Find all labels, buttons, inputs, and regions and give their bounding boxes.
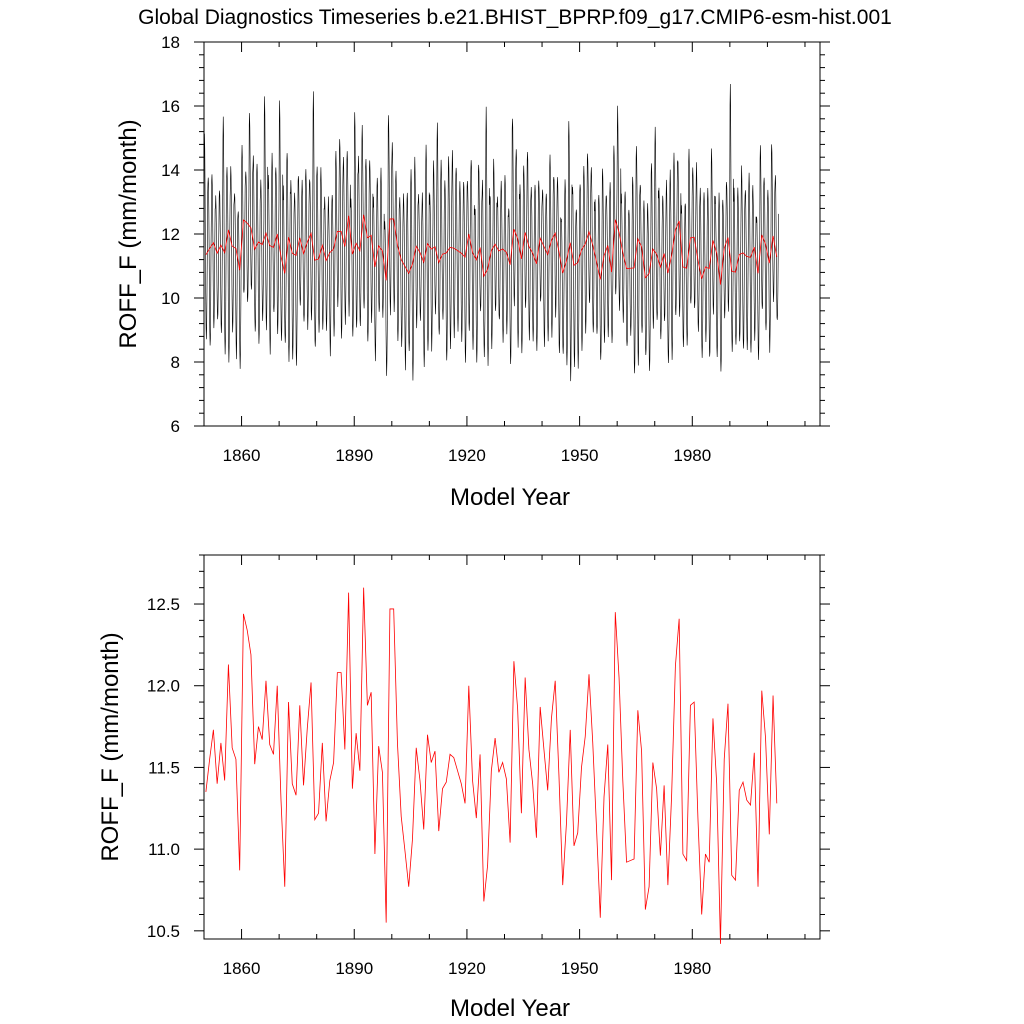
top-y-axis-label: ROFF_F (mm/month) [115, 119, 142, 348]
x-tick-label: 1890 [335, 959, 373, 978]
x-tick-label: 1950 [561, 959, 599, 978]
top-panel: 1860 1890 1920 1950 1980 6 8 10 12 14 16 18 Model Y… [115, 33, 830, 511]
x-tick-label: 1920 [448, 959, 486, 978]
top-axis-ticks: 1860 1890 1920 1950 1980 6 8 10 12 14 16 18 [161, 33, 830, 465]
y-tick-label: 16 [161, 97, 180, 116]
x-tick-label: 1980 [673, 959, 711, 978]
top-x-axis-label: Model Year [450, 484, 570, 511]
top-annual-series [205, 214, 778, 285]
y-tick-label: 10 [161, 289, 180, 308]
top-monthly-series [203, 84, 779, 382]
y-tick-label: 11.5 [148, 758, 180, 777]
x-tick-label: 1950 [561, 446, 599, 465]
y-tick-label: 6 [171, 417, 180, 436]
y-tick-label: 18 [161, 33, 180, 52]
x-tick-label: 1890 [335, 446, 373, 465]
x-tick-label: 1980 [673, 446, 711, 465]
y-tick-label: 12.0 [147, 677, 180, 696]
bottom-annual-series [205, 587, 778, 944]
x-tick-label: 1860 [223, 959, 261, 978]
y-tick-label: 14 [161, 161, 180, 180]
y-tick-label: 12.5 [147, 595, 180, 614]
bottom-plot-frame [203, 554, 821, 940]
bottom-y-axis-label: ROFF_F (mm/month) [97, 632, 124, 861]
top-annual-mean-line [205, 214, 778, 285]
y-tick-label: 12 [161, 225, 180, 244]
top-monthly-line [203, 84, 779, 382]
bottom-panel: 1860 1890 1920 1950 1980 10.5 11.0 11.5 12.0 12.5… [97, 554, 830, 1022]
y-tick-label: 10.5 [147, 922, 180, 941]
y-tick-label: 11.0 [148, 840, 180, 859]
bottom-x-axis-label: Model Year [450, 995, 570, 1022]
bottom-axis-ticks: 1860 1890 1920 1950 1980 10.5 11.0 11.5 12.0 12.5 [147, 554, 830, 978]
y-tick-label: 8 [171, 353, 180, 372]
bottom-annual-mean-line [205, 587, 778, 944]
x-tick-label: 1920 [448, 446, 486, 465]
x-tick-label: 1860 [223, 446, 261, 465]
figure-title: Global Diagnostics Timeseries b.e21.BHIS… [138, 6, 892, 29]
